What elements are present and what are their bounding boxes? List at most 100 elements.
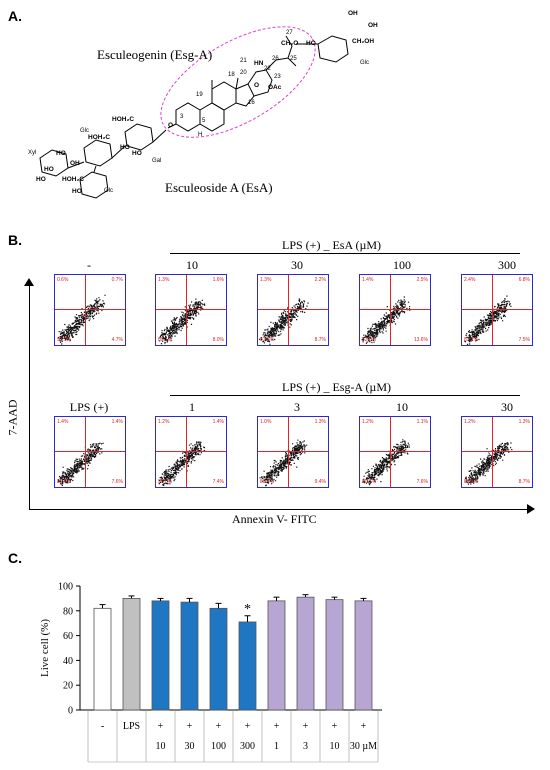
scatter-points xyxy=(57,442,104,486)
flow-plot: 1.2% 1.3% 88.8% 8.7% xyxy=(461,416,533,488)
quadrant-hline xyxy=(360,451,430,452)
atom-label: OH xyxy=(70,160,80,167)
quadrant-tl-value: 1.2% xyxy=(158,419,170,425)
atom-label: O xyxy=(168,122,174,129)
quadrant-bl-value: 89.1% xyxy=(158,337,173,343)
atom-label: HN xyxy=(254,60,264,67)
quadrant-tr-value: 1.3% xyxy=(518,419,530,425)
table-cell: + xyxy=(158,721,164,732)
quadrant-tl-value: 1.0% xyxy=(260,419,272,425)
atom-label: 20 xyxy=(240,70,247,76)
quadrant-hline xyxy=(156,451,226,452)
quadrant-br-value: 7.4% xyxy=(212,479,224,485)
quadrant-br-value: 13.6% xyxy=(413,337,428,343)
bar xyxy=(296,596,315,711)
quadrant-vline xyxy=(288,417,289,487)
atom-label: OAc xyxy=(268,84,282,91)
atom-label: O xyxy=(254,82,260,89)
quadrant-br-value: 7.5% xyxy=(518,337,530,343)
y-axis-arrowhead xyxy=(24,278,34,286)
panel-c-letter: C. xyxy=(8,550,22,566)
sugar-label: Glc xyxy=(80,128,89,134)
scatter-cloud xyxy=(58,294,106,345)
atom-label: HOH₂C xyxy=(88,134,111,141)
atom-label: 19 xyxy=(196,92,203,98)
table-cell: 30 µM xyxy=(350,741,377,752)
bar xyxy=(209,607,228,711)
quadrant-hline xyxy=(156,309,226,310)
atom-label: 25 xyxy=(290,56,297,62)
atom-label: 21 xyxy=(240,58,247,64)
quadrant-hline xyxy=(462,451,532,452)
atom-label: OH xyxy=(348,10,358,17)
atom-label: CH₂OH xyxy=(352,38,375,45)
atom-label: HO xyxy=(56,150,66,157)
cond-label: 1 xyxy=(189,400,195,414)
quadrant-bl-value: 88.8% xyxy=(464,479,479,485)
scatter-cloud xyxy=(158,441,206,487)
x-axis-label: Annexin V- FITC xyxy=(232,512,317,526)
table-cell: 1 xyxy=(274,741,279,752)
quadrant-tr-value: 0.7% xyxy=(111,277,123,283)
quadrant-bl-value: 90.0% xyxy=(158,479,173,485)
bar xyxy=(267,600,286,711)
flow-plot: 1.2% 1.1% 90.1% 7.6% xyxy=(359,416,431,488)
quadrant-tl-value: 1.3% xyxy=(158,277,170,283)
sugar-label: Xyl xyxy=(28,150,37,156)
cond-label: 300 xyxy=(498,258,516,272)
significance-marker: * xyxy=(244,602,251,617)
quadrant-vline xyxy=(288,275,289,345)
atom-label: OH xyxy=(368,22,378,29)
row2-header-line xyxy=(170,395,520,396)
quadrant-tl-value: 1.4% xyxy=(57,419,69,425)
atom-label: HO xyxy=(44,166,54,173)
quadrant-tr-value: 1.4% xyxy=(111,419,123,425)
cond-label: 30 xyxy=(291,258,303,272)
cond-label: 10 xyxy=(396,400,408,414)
table-cell: + xyxy=(216,721,222,732)
quadrant-br-value: 7.6% xyxy=(111,479,123,485)
table-cell: 10 xyxy=(330,741,340,752)
y-axis-arrow xyxy=(29,284,30,510)
table-cell: + xyxy=(332,721,338,732)
scatter-points xyxy=(464,295,512,345)
flow-plot: 2.4% 6.8% 83.2% 7.5% xyxy=(461,274,533,346)
cond-label: 10 xyxy=(186,258,198,272)
scatter-points xyxy=(464,442,513,485)
quadrant-hline xyxy=(55,309,125,310)
atom-label: 23 xyxy=(274,74,281,80)
y-axis-label: Live cell (%) xyxy=(39,619,51,677)
aglycone-ellipse xyxy=(160,26,316,138)
quadrant-tr-value: 2.2% xyxy=(314,277,326,283)
atom-label: CH₂O xyxy=(281,40,299,47)
row1-header: LPS (+) _ EsA (µM) xyxy=(282,238,382,252)
quadrant-vline xyxy=(186,417,187,487)
atom-label: HO xyxy=(132,150,142,157)
x-axis-arrowhead xyxy=(527,504,535,514)
table-cell: 300 xyxy=(240,741,255,752)
quadrant-hline xyxy=(258,309,328,310)
flow-plot: 1.2% 1.4% 90.0% 7.4% xyxy=(155,416,227,488)
flow-plot: 0.6% 0.7% 93.9% 4.7% xyxy=(54,274,126,346)
flow-plot: 1.3% 2.2% 87.8% 8.7% xyxy=(257,274,329,346)
quadrant-vline xyxy=(85,275,86,345)
scatter-cloud xyxy=(464,442,513,485)
quadrant-tl-value: 1.3% xyxy=(260,277,272,283)
scatter-cloud xyxy=(362,439,410,486)
compound-label: Esculeoside A (EsA) xyxy=(165,180,273,195)
quadrant-br-value: 8.0% xyxy=(212,337,224,343)
y-tick-label: 80 xyxy=(63,606,73,617)
flow-plot: 1.0% 1.3% 88.4% 9.4% xyxy=(257,416,329,488)
quadrant-br-value: 8.7% xyxy=(314,337,326,343)
scatter-cloud xyxy=(361,296,411,344)
table-cell: 100 xyxy=(211,741,226,752)
quadrant-bl-value: 87.8% xyxy=(260,337,275,343)
bar xyxy=(238,621,257,711)
atom-label: 27 xyxy=(286,30,293,36)
y-axis-label: 7-AAD xyxy=(5,399,20,436)
scatter-points xyxy=(259,298,309,345)
flow-plot: 1.4% 1.4% 89.6% 7.6% xyxy=(54,416,126,488)
quadrant-br-value: 9.4% xyxy=(314,479,326,485)
sugar-label: Gal xyxy=(152,158,162,164)
quadrant-bl-value: 83.2% xyxy=(464,337,479,343)
